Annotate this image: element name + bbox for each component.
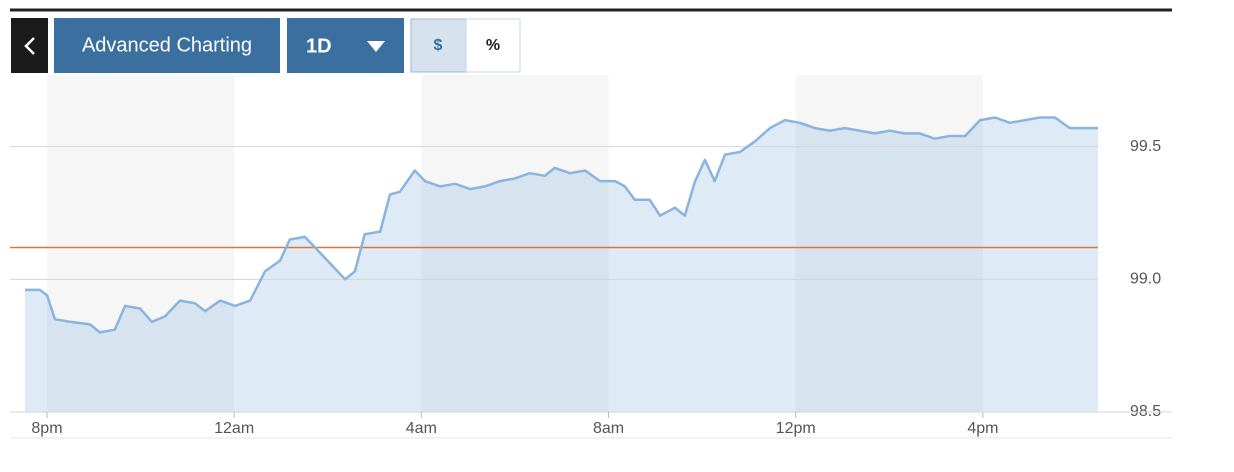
advanced-charting-button[interactable] — [54, 18, 280, 73]
price-area — [25, 117, 1098, 412]
dollar-button[interactable] — [410, 18, 467, 73]
y-tick-label: 99.5 — [1130, 138, 1161, 155]
y-tick-label: 99.0 — [1130, 271, 1161, 288]
dropdown-icon — [367, 41, 385, 52]
x-tick-label: 4pm — [967, 420, 998, 437]
x-tick-label: 4am — [406, 420, 437, 437]
x-tick-label: 8pm — [31, 420, 62, 437]
x-tick-label: 8am — [593, 420, 624, 437]
percent-label: % — [486, 37, 500, 54]
percent-button[interactable] — [465, 18, 521, 73]
advanced-charting-label: Advanced Charting — [82, 34, 252, 56]
price-line — [25, 116, 1098, 334]
dollar-label: $ — [434, 37, 443, 54]
back-button[interactable] — [11, 18, 48, 73]
time-band — [421, 75, 609, 412]
period-dropdown[interactable] — [287, 18, 404, 73]
x-tick-label: 12am — [214, 420, 254, 437]
period-label: 1D — [306, 35, 332, 57]
time-band — [46, 75, 235, 412]
back-icon — [24, 37, 35, 55]
x-tick-label: 12pm — [776, 420, 816, 437]
